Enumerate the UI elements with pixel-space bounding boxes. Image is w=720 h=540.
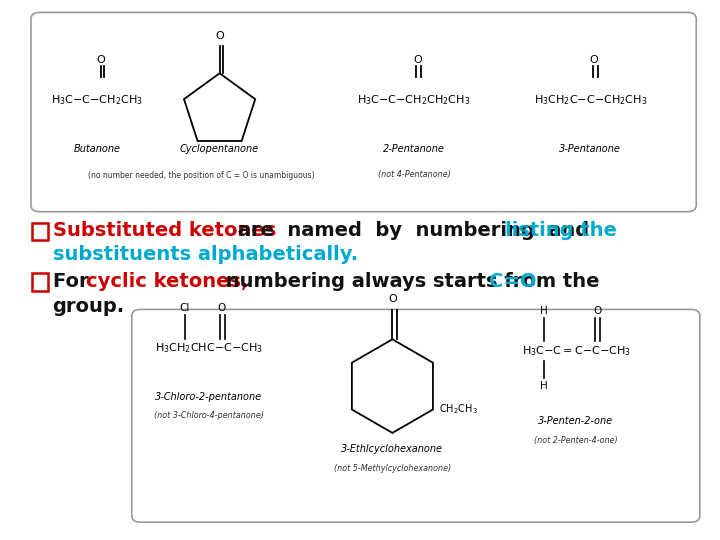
Text: CH$_2$CH$_3$: CH$_2$CH$_3$: [438, 403, 477, 416]
FancyBboxPatch shape: [132, 309, 700, 522]
Text: H: H: [540, 381, 547, 391]
Text: group.: group.: [53, 296, 125, 316]
Text: numbering always starts from the: numbering always starts from the: [219, 272, 606, 292]
Text: H$_3$CH$_2$C$-$C$-$CH$_2$CH$_3$: H$_3$CH$_2$C$-$C$-$CH$_2$CH$_3$: [534, 93, 647, 107]
Text: H$_3$C$-$C$=$C$-$C$-$CH$_3$: H$_3$C$-$C$=$C$-$C$-$CH$_3$: [521, 344, 631, 358]
Text: O: O: [593, 306, 602, 316]
Text: H$_3$C$-$C$-$CH$_2$CH$_3$: H$_3$C$-$C$-$CH$_2$CH$_3$: [51, 93, 143, 107]
Text: For: For: [53, 272, 95, 292]
Text: listing the: listing the: [505, 221, 616, 240]
FancyBboxPatch shape: [32, 223, 48, 240]
Text: H$_3$CH$_2$CHC$-$C$-$CH$_3$: H$_3$CH$_2$CHC$-$C$-$CH$_3$: [155, 341, 263, 355]
Text: (no number needed, the position of C = O is unambiguous): (no number needed, the position of C = O…: [89, 171, 315, 180]
Text: (not 5-Methylcyclohexanone): (not 5-Methylcyclohexanone): [334, 464, 451, 473]
Text: 3-Chloro-2-pentanone: 3-Chloro-2-pentanone: [156, 392, 262, 402]
Text: substituents alphabetically.: substituents alphabetically.: [53, 245, 358, 265]
Text: 3-Pentanone: 3-Pentanone: [559, 144, 621, 153]
Text: Cyclopentanone: Cyclopentanone: [180, 144, 259, 153]
Text: O: O: [413, 55, 422, 65]
Text: 3-Ethlcyclohexanone: 3-Ethlcyclohexanone: [341, 444, 444, 454]
Text: (not 3-Chloro-4-pentanone): (not 3-Chloro-4-pentanone): [154, 411, 264, 420]
Text: H: H: [540, 306, 547, 316]
Text: are  named  by  numbering  and: are named by numbering and: [231, 221, 596, 240]
FancyBboxPatch shape: [32, 273, 48, 291]
FancyBboxPatch shape: [31, 12, 696, 212]
Text: (not 4-Pentanone): (not 4-Pentanone): [377, 170, 451, 179]
Text: C=O: C=O: [489, 272, 536, 292]
Text: H$_3$C$-$C$-$CH$_2$CH$_2$CH$_3$: H$_3$C$-$C$-$CH$_2$CH$_2$CH$_3$: [357, 93, 471, 107]
Text: O: O: [96, 55, 105, 65]
Text: O: O: [590, 55, 598, 65]
Text: O: O: [215, 31, 224, 41]
Text: 3-Penten-2-one: 3-Penten-2-one: [539, 416, 613, 426]
Text: O: O: [388, 294, 397, 304]
Text: 2-Pentanone: 2-Pentanone: [383, 144, 445, 153]
Text: (not 2-Penten-4-one): (not 2-Penten-4-one): [534, 436, 618, 444]
Text: Cl: Cl: [180, 303, 190, 313]
Text: O: O: [217, 303, 226, 313]
Text: Butanone: Butanone: [73, 144, 121, 153]
Text: cyclic ketones,: cyclic ketones,: [86, 272, 248, 292]
Text: Substituted ketones: Substituted ketones: [53, 221, 276, 240]
